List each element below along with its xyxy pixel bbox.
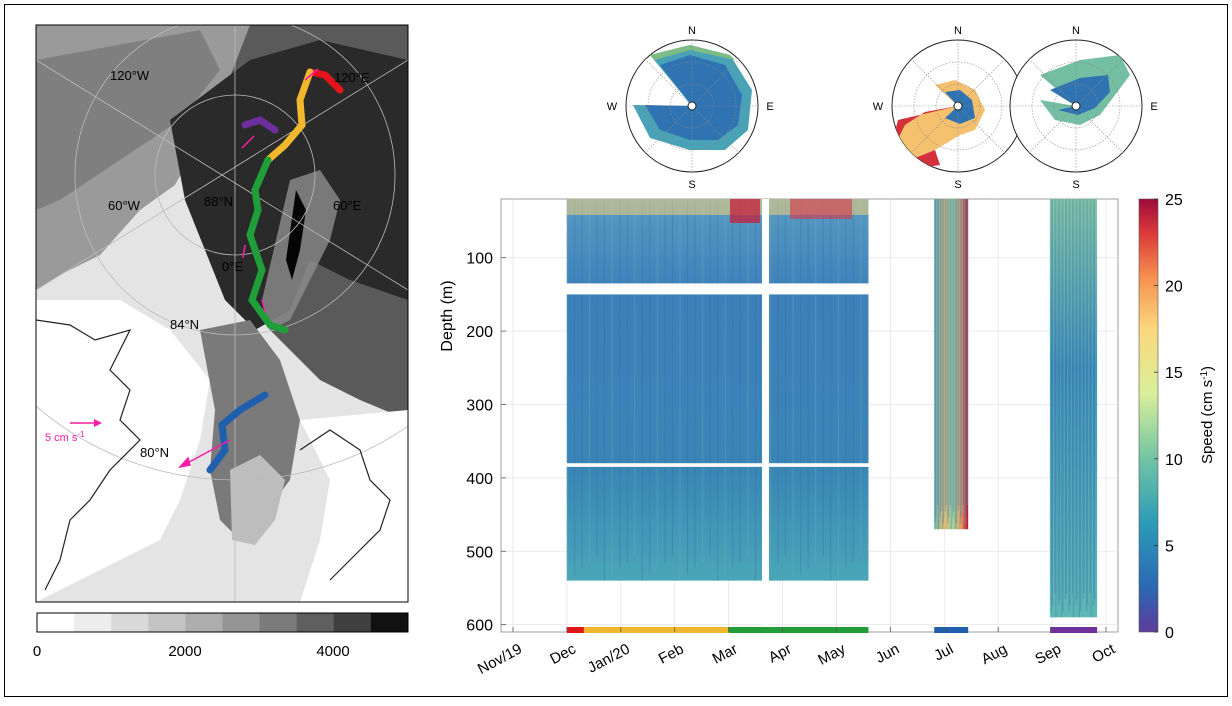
rose3-e: E	[1150, 101, 1157, 113]
segment-gap	[565, 463, 870, 467]
bathymetry-swatch	[296, 613, 335, 632]
lat-label-88n: 88°N	[204, 194, 233, 209]
lon-label-60e: 60°E	[333, 198, 362, 213]
segment-fill	[566, 199, 869, 581]
month-tick-label: May	[815, 640, 848, 669]
heatmap-segment	[1049, 199, 1098, 618]
map-frame	[35, 24, 409, 603]
bathymetry-colorbar-frame	[36, 612, 409, 633]
depth-tick-label: 100	[466, 251, 493, 268]
speed-tick-label: 15	[1165, 365, 1183, 382]
month-tick-label: Oct	[1089, 640, 1118, 666]
lon-label-120e: 120°E	[334, 70, 370, 85]
depth-ticks: 100 200 300 400 500 600	[466, 251, 506, 635]
bathymetry-tick-4000: 4000	[316, 643, 349, 660]
depth-tick-label: 300	[466, 397, 493, 414]
depth-tick-label: 500	[466, 544, 493, 561]
figure-frame	[4, 4, 1228, 697]
month-tick-label: Nov/19	[475, 641, 525, 678]
rose1-w: W	[607, 101, 618, 113]
bathymetry-tick-0: 0	[33, 643, 41, 660]
rose2-w: W	[873, 101, 884, 113]
lat-label-80n: 80°N	[140, 445, 169, 460]
period-bar	[566, 627, 1098, 633]
period-bar-dec	[583, 627, 729, 633]
speed-tick-label: 20	[1165, 279, 1183, 296]
speed-colorbar-label: Speed (cm s-1)	[1199, 366, 1216, 464]
bathymetry-swatch	[185, 613, 223, 632]
rose3-s: S	[1072, 179, 1079, 191]
speed-tick-label: 0	[1165, 625, 1174, 642]
depth-tick-label: 400	[466, 471, 493, 488]
speed-colorbar	[1138, 198, 1159, 633]
period-bar-sep	[1050, 627, 1098, 633]
bathymetry-tick-2000: 2000	[168, 643, 201, 660]
speed-tick-label: 5	[1165, 538, 1174, 555]
heatmap-segments	[565, 199, 1098, 639]
rose-plots: N S W E N S W	[607, 25, 1158, 191]
bathymetry-swatch	[148, 613, 186, 632]
heatmap-segment	[933, 199, 969, 530]
segment-fill	[934, 199, 969, 530]
month-tick-label: Dec	[547, 640, 579, 668]
period-bar-dec	[566, 627, 584, 633]
month-ticks: Nov/19 Dec Jan/20 Feb Mar Apr May Jun Jul Aug Sep O…	[475, 627, 1119, 678]
rose2-s: S	[954, 179, 961, 191]
scale-label: 5 cm s-1	[45, 430, 85, 444]
heatmap-segment	[565, 199, 870, 581]
rose1-e: E	[766, 101, 773, 113]
period-bar-mar	[728, 627, 869, 633]
lat-label-84n: 84°N	[170, 317, 199, 332]
depth-tick-label: 200	[466, 324, 493, 341]
rose3-n: N	[1072, 25, 1080, 37]
rose1-s: S	[688, 179, 695, 191]
speed-tick-label: 25	[1165, 192, 1183, 209]
speed-tick-label: 10	[1165, 452, 1183, 469]
depth-axis-label: Depth (m)	[439, 280, 456, 351]
month-tick-label: Aug	[979, 641, 1011, 669]
map-panel: 5 cm s-1 120°W 120°E 60°W 60°E 0°E 88°N …	[33, 24, 409, 660]
lon-label-120w: 120°W	[110, 68, 150, 83]
month-tick-label: Sep	[1032, 641, 1064, 669]
bathymetry-swatch	[222, 613, 261, 632]
depth-tick-label: 600	[466, 618, 493, 635]
lon-label-0e: 0°E	[222, 259, 243, 274]
rose-plot-sep: N S E	[1009, 25, 1158, 191]
bathymetry-colorbar	[36, 612, 409, 633]
rose1-n: N	[688, 25, 696, 37]
bathymetry-swatch	[259, 613, 298, 632]
month-tick-label: Jan/20	[585, 641, 633, 677]
bathymetry-swatch	[37, 613, 75, 632]
month-tick-label: Mar	[710, 641, 741, 668]
month-tick-label: Jul	[931, 641, 956, 665]
rose-plot-jul: N S W	[873, 25, 1025, 191]
bathymetry-swatch	[370, 613, 409, 632]
month-tick-label: Feb	[656, 641, 687, 668]
month-tick-label: Jun	[873, 641, 902, 667]
month-tick-label: Apr	[766, 641, 795, 667]
segment-fill	[1050, 199, 1098, 618]
data-gap	[762, 199, 769, 639]
segment-gap	[565, 283, 870, 295]
surface-hotspot	[790, 199, 852, 219]
rose2-n: N	[954, 25, 962, 37]
speed-colorbar-ticks: 0 5 10 15 20 25	[1154, 192, 1183, 642]
lon-label-60w: 60°W	[108, 198, 141, 213]
bathymetry-swatch	[333, 613, 372, 632]
bathymetry-swatch	[74, 613, 112, 632]
period-bar-jul	[934, 627, 969, 633]
bathymetry-swatch	[111, 613, 149, 632]
rose-plot-dec-may: N S W E	[607, 25, 774, 191]
surface-hotspot	[730, 199, 760, 223]
